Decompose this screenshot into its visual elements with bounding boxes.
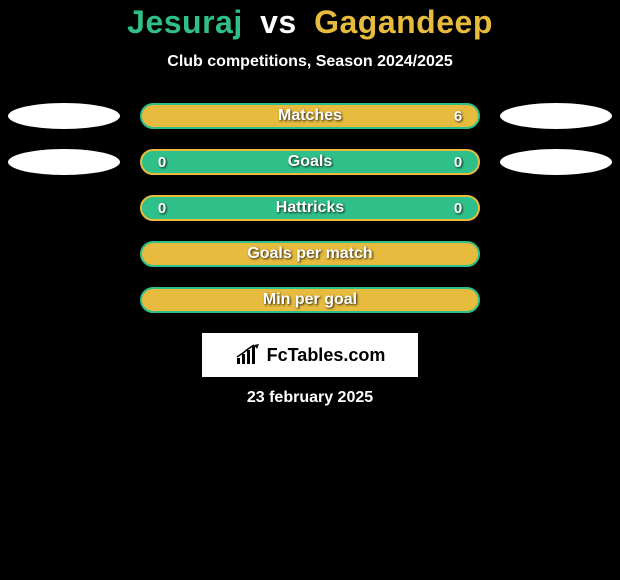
stat-right-value: 0	[450, 154, 466, 171]
subtitle: Club competitions, Season 2024/2025	[0, 53, 620, 71]
stat-label: Goals	[288, 153, 332, 171]
stat-pill: Matches 6	[140, 103, 480, 129]
infographic-container: Jesuraj vs Gagandeep Club competitions, …	[0, 0, 620, 407]
vs-text: vs	[260, 4, 297, 40]
stat-right-value: 6	[450, 108, 466, 125]
branding-text: FcTables.com	[267, 345, 386, 366]
left-ellipse	[8, 149, 120, 175]
stat-row: Min per goal	[0, 287, 620, 313]
stat-pill: 0 Hattricks 0	[140, 195, 480, 221]
stat-pill: 0 Goals 0	[140, 149, 480, 175]
right-ellipse	[500, 149, 612, 175]
stat-label: Min per goal	[263, 291, 357, 309]
player1-name: Jesuraj	[127, 4, 243, 40]
stat-pill: Goals per match	[140, 241, 480, 267]
title: Jesuraj vs Gagandeep	[0, 4, 620, 41]
stat-left-value: 0	[154, 200, 170, 217]
stat-row: Goals per match	[0, 241, 620, 267]
stat-row: 0 Goals 0	[0, 149, 620, 175]
stat-right-value: 0	[450, 200, 466, 217]
stat-left-value: 0	[154, 154, 170, 171]
stat-row: Matches 6	[0, 103, 620, 129]
date-text: 23 february 2025	[0, 389, 620, 407]
stat-label: Goals per match	[247, 245, 372, 263]
stats-list: Matches 6 0 Goals 0 0 Hattricks 0 Goals per matc…	[0, 103, 620, 313]
stat-label: Matches	[278, 107, 342, 125]
branding-badge: FcTables.com	[202, 333, 418, 377]
stat-pill: Min per goal	[140, 287, 480, 313]
player2-name: Gagandeep	[314, 4, 493, 40]
right-ellipse	[500, 103, 612, 129]
left-ellipse	[8, 103, 120, 129]
stat-row: 0 Hattricks 0	[0, 195, 620, 221]
stat-label: Hattricks	[276, 199, 344, 217]
chart-icon	[235, 344, 261, 366]
